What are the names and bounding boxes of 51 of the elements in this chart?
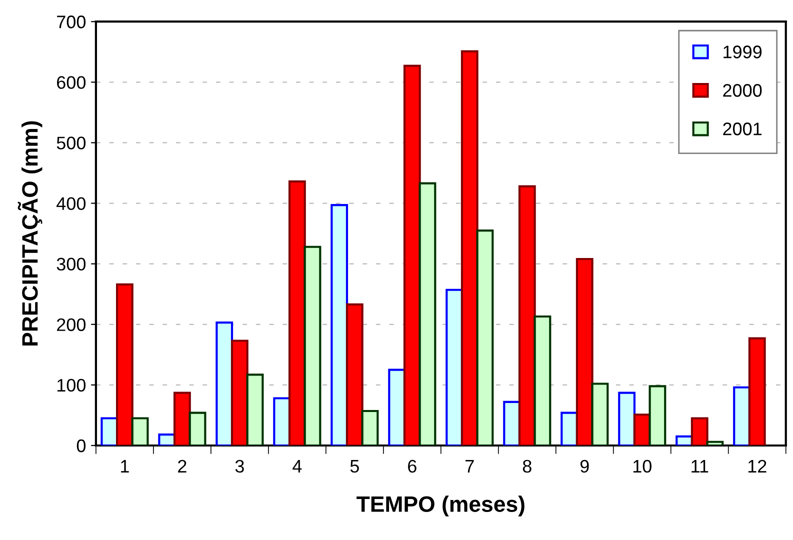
bar bbox=[518, 185, 536, 446]
bar bbox=[246, 374, 264, 446]
bar bbox=[173, 392, 191, 446]
bar bbox=[216, 322, 234, 446]
y-tick-label: 0 bbox=[76, 439, 86, 452]
bar bbox=[288, 180, 306, 446]
bar bbox=[460, 50, 478, 446]
x-tick-label: 2 bbox=[178, 460, 186, 472]
bar bbox=[633, 414, 651, 446]
bar bbox=[131, 417, 149, 446]
bar bbox=[591, 382, 609, 446]
bar bbox=[188, 412, 206, 446]
bar bbox=[330, 204, 348, 446]
bar bbox=[706, 440, 724, 446]
x-tick-label: 11 bbox=[692, 460, 708, 472]
x-tick-label: 5 bbox=[350, 460, 359, 473]
y-tick-label: 100 bbox=[57, 378, 86, 392]
y-tick-label: 700 bbox=[57, 16, 86, 28]
x-tick-label: 1 bbox=[121, 460, 129, 472]
bar bbox=[403, 64, 421, 446]
bar bbox=[618, 392, 636, 446]
bar bbox=[304, 246, 322, 446]
legend-label: 2001 bbox=[723, 122, 762, 136]
x-tick-label: 6 bbox=[408, 460, 416, 473]
bar bbox=[476, 229, 494, 446]
x-tick-label: 4 bbox=[292, 460, 302, 472]
x-tick-label: 7 bbox=[466, 460, 474, 472]
bar bbox=[230, 340, 248, 446]
y-tick-label: 600 bbox=[57, 76, 86, 89]
bar bbox=[748, 337, 766, 446]
y-tick-label: 400 bbox=[56, 197, 86, 210]
legend-label: 2000 bbox=[723, 84, 762, 97]
y-tick-label: 500 bbox=[56, 136, 86, 150]
x-tick-label: 8 bbox=[522, 460, 532, 473]
bar bbox=[418, 182, 436, 446]
y-tick-label: 300 bbox=[56, 258, 86, 271]
bar bbox=[116, 283, 134, 446]
x-tick-label: 10 bbox=[633, 460, 652, 473]
bar bbox=[648, 385, 666, 446]
x-tick-label: 12 bbox=[748, 460, 766, 472]
y-tick-label: 200 bbox=[57, 318, 86, 332]
legend-label: 1999 bbox=[724, 46, 762, 58]
bar bbox=[576, 258, 594, 446]
x-axis-title: TEMPO (meses) bbox=[356, 496, 524, 516]
y-axis-title: PRECIPITAÇÃO (mm) bbox=[18, 121, 42, 346]
x-tick-label: 3 bbox=[235, 460, 244, 473]
bar bbox=[690, 417, 708, 446]
bar bbox=[534, 315, 552, 446]
bar bbox=[346, 303, 364, 446]
x-tick-label: 9 bbox=[580, 460, 589, 473]
bar bbox=[361, 410, 379, 446]
